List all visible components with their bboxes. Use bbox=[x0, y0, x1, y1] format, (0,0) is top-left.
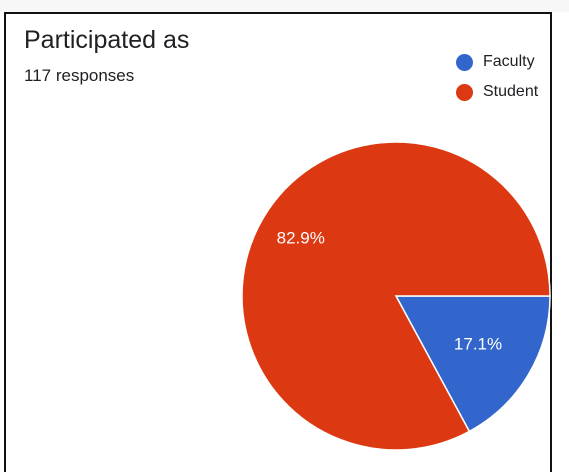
pie-slice-student[interactable] bbox=[241, 141, 551, 451]
top-strip bbox=[0, 0, 569, 12]
response-count: 117 responses bbox=[24, 66, 135, 85]
pie-label-student: 82.9% bbox=[277, 229, 325, 248]
legend-swatch-faculty bbox=[456, 53, 473, 71]
pie-label-faculty: 17.1% bbox=[454, 334, 502, 353]
legend: Faculty Student bbox=[456, 51, 538, 111]
legend-item-faculty[interactable]: Faculty bbox=[456, 51, 538, 73]
legend-label-faculty: Faculty bbox=[483, 53, 535, 70]
legend-label-student: Student bbox=[483, 83, 539, 100]
pie-slice-faculty[interactable] bbox=[394, 295, 551, 433]
chart-title: Participated as bbox=[24, 26, 190, 54]
legend-swatch-student bbox=[456, 83, 473, 101]
legend-item-student[interactable]: Student bbox=[456, 81, 538, 103]
